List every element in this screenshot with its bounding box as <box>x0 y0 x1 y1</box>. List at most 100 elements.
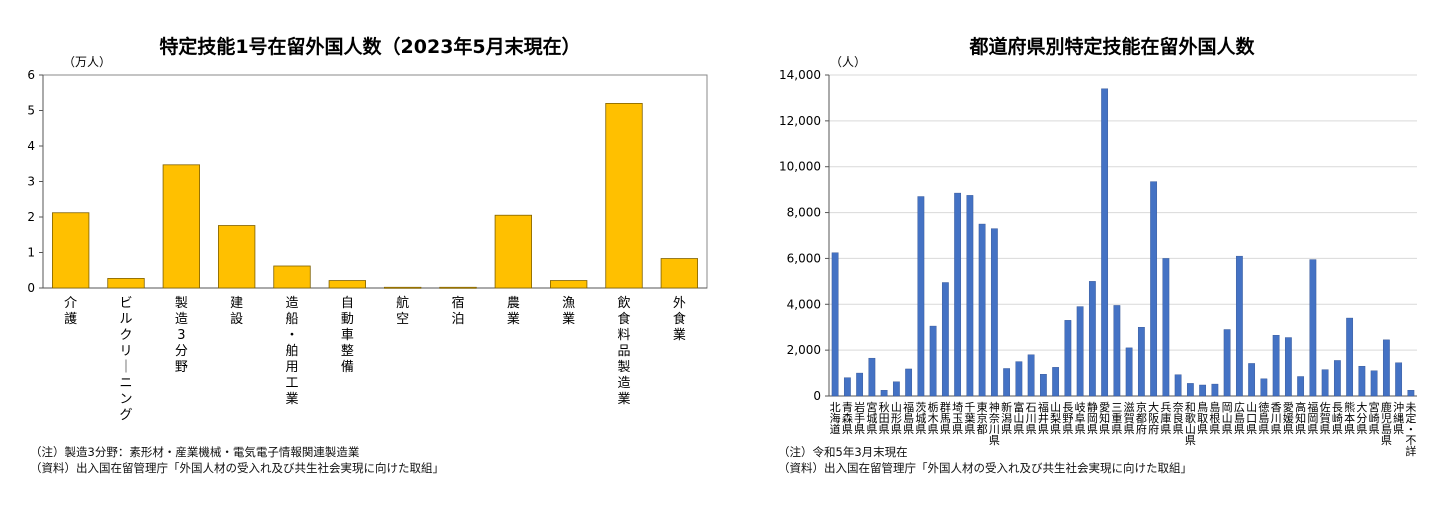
right-category-label-16: 石川県 <box>1026 401 1037 436</box>
right-category-label-24: 滋賀県 <box>1124 401 1135 436</box>
right-category-label-9: 群馬県 <box>940 400 951 436</box>
right-category-label-19: 長野県 <box>1062 401 1073 436</box>
right-category-label-47: 未定・不詳 <box>1405 401 1416 458</box>
right-bar-34: 山口県: 1420 <box>1248 363 1256 397</box>
left-ytick-label: 6 <box>27 68 35 82</box>
right-category-label-31: 島根県 <box>1209 400 1220 436</box>
right-bar-36: 香川県: 2650 <box>1272 335 1280 397</box>
right-category-label-2: 岩手県 <box>854 400 865 436</box>
right-bar-46: 沖縄県: 1450 <box>1395 362 1403 397</box>
right-bar-41: 長崎県: 1550 <box>1333 360 1341 397</box>
right-bar-32: 岡山県: 2900 <box>1223 329 1231 397</box>
right-category-label-27: 兵庫県 <box>1160 401 1171 436</box>
right-bar-7: 茨城県: 8700 <box>917 196 925 397</box>
right-category-label-29: 和歌山県 <box>1185 401 1196 447</box>
right-category-label-36: 香川県 <box>1271 401 1282 436</box>
right-bar-35: 徳島県: 750 <box>1260 378 1268 397</box>
left-bar-0: 介護: 2.12 <box>52 212 90 289</box>
right-bar-19: 長野県: 3300 <box>1064 320 1072 397</box>
right-bar-20: 岐阜県: 3900 <box>1076 306 1084 397</box>
right-ytick-label: 14,000 <box>779 68 821 82</box>
right-category-label-39: 福岡県 <box>1307 400 1318 436</box>
right-bar-33: 広島県: 6100 <box>1235 255 1243 397</box>
right-bar-1: 青森県: 800 <box>843 377 851 397</box>
right-category-label-42: 熊本県 <box>1344 400 1355 436</box>
right-bar-44: 宮崎県: 1100 <box>1370 370 1378 397</box>
right-ytick-label: 10,000 <box>779 160 821 174</box>
right-category-label-32: 岡山県 <box>1222 401 1233 436</box>
right-bar-38: 高知県: 850 <box>1297 376 1305 397</box>
right-category-label-22: 愛知県 <box>1099 401 1110 436</box>
right-bar-31: 島根県: 520 <box>1211 383 1219 397</box>
left-bar-10: 飲食料品製造業: 5.2 <box>605 103 643 289</box>
right-category-label-30: 鳥取県 <box>1197 400 1208 436</box>
left-category-label-3: 建設 <box>230 296 243 327</box>
right-bar-45: 鹿児島県: 2450 <box>1382 339 1390 397</box>
right-category-label-38: 高知県 <box>1295 400 1306 436</box>
left-bar-3: 建設: 1.76 <box>218 225 256 289</box>
right-bar-42: 熊本県: 3400 <box>1346 317 1354 397</box>
chart-left-title: 特定技能1号在留外国人数（2023年5月末現在） <box>159 35 580 58</box>
left-bar-8: 農業: 2.05 <box>494 214 532 289</box>
chart-right-source: （資料）出入国在留管理庁「外国人材の受入れ及び共生社会実現に向けた取組」 <box>778 461 1192 475</box>
right-bar-11: 千葉県: 8750 <box>966 195 974 397</box>
left-ytick-label: 0 <box>27 281 35 295</box>
right-category-label-35: 徳島県 <box>1258 401 1269 436</box>
right-bar-39: 福岡県: 5950 <box>1309 259 1317 397</box>
right-category-label-37: 愛媛県 <box>1283 401 1294 436</box>
right-bar-30: 鳥取県: 480 <box>1199 384 1207 397</box>
left-category-label-8: 農業 <box>507 296 520 327</box>
chart-left-unit: （万人） <box>63 55 111 69</box>
right-category-label-5: 山形県 <box>891 401 902 436</box>
right-category-label-11: 千葉県 <box>964 401 975 436</box>
right-bar-29: 和歌山県: 550 <box>1186 383 1194 397</box>
right-bar-3: 宮城県: 1650 <box>868 357 876 397</box>
right-category-label-1: 青森県 <box>842 401 853 436</box>
right-bar-24: 滋賀県: 2100 <box>1125 347 1133 397</box>
right-bar-22: 愛知県: 13400 <box>1101 88 1109 397</box>
left-bar-7: 宿泊: 0.02 <box>439 286 477 289</box>
right-category-label-28: 奈良県 <box>1173 400 1184 436</box>
chart-left-svg: 特定技能1号在留外国人数（2023年5月末現在） （万人） 0 1 2 3 4 5 6 介護… <box>27 35 708 423</box>
right-ytick-label: 6,000 <box>787 251 821 265</box>
right-bar-37: 愛媛県: 2550 <box>1284 337 1292 397</box>
right-bar-4: 秋田県: 250 <box>880 390 888 397</box>
right-category-label-13: 神奈川県 <box>989 400 1000 447</box>
left-category-label-10: 飲食料品製造業 <box>617 295 630 407</box>
right-category-label-6: 福島県 <box>903 400 914 436</box>
right-bar-8: 栃木県: 3050 <box>929 325 937 397</box>
right-bar-5: 山形県: 620 <box>892 381 900 397</box>
left-category-label-6: 航空 <box>396 295 409 327</box>
right-category-label-15: 富山県 <box>1013 400 1024 436</box>
right-category-label-21: 静岡県 <box>1087 400 1098 436</box>
left-category-label-7: 宿泊 <box>451 295 464 327</box>
right-bar-17: 福井県: 950 <box>1039 374 1047 397</box>
right-bar-47: 未定・不詳: 250 <box>1407 390 1415 397</box>
right-ytick-label: 4,000 <box>787 297 821 311</box>
left-category-label-0: 介護 <box>64 296 77 327</box>
right-category-label-34: 山口県 <box>1246 401 1257 436</box>
left-category-label-1: ビルクリ｜ニング <box>119 296 132 423</box>
right-category-label-40: 佐賀県 <box>1320 400 1331 436</box>
right-category-label-46: 沖縄県 <box>1393 401 1404 436</box>
right-category-label-8: 栃木県 <box>928 400 939 436</box>
right-category-label-23: 三重県 <box>1111 401 1122 436</box>
right-category-label-18: 山梨県 <box>1050 401 1061 436</box>
chart-right-note: （注）令和5年3月末現在 <box>778 445 908 459</box>
left-ytick-label: 3 <box>27 175 35 189</box>
left-ytick-label: 1 <box>27 246 35 260</box>
right-bar-13: 神奈川県: 7300 <box>990 228 998 397</box>
right-bar-14: 新潟県: 1200 <box>1003 368 1011 397</box>
right-category-label-33: 広島県 <box>1234 401 1245 436</box>
right-category-label-44: 宮崎県 <box>1369 400 1380 436</box>
right-category-label-45: 鹿児島県 <box>1381 400 1392 447</box>
left-category-label-5: 自動車整備 <box>341 296 354 375</box>
left-bar-2: 製造3分野: 3.47 <box>162 164 200 289</box>
right-bar-43: 大分県: 1300 <box>1358 365 1366 397</box>
right-bar-16: 石川県: 1800 <box>1027 354 1035 397</box>
left-bar-6: 航空: 0.02 <box>384 286 422 289</box>
right-bar-2: 岩手県: 1000 <box>856 372 864 397</box>
chart-left-source: （資料）出入国在留管理庁「外国人材の受入れ及び共生社会実現に向けた取組」 <box>30 461 444 475</box>
left-ytick-label: 2 <box>27 210 35 224</box>
left-category-label-11: 外食業 <box>673 296 686 343</box>
